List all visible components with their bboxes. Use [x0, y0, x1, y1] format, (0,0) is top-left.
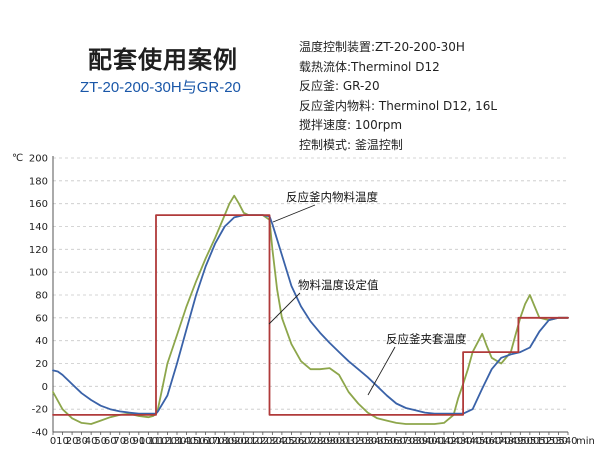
- annotation-leader: [272, 204, 316, 223]
- x-tick-label: 380: [406, 436, 425, 447]
- x-tick-label: 490: [511, 436, 530, 447]
- x-tick-label: 190: [225, 436, 244, 447]
- annotation-label: 反应釜内物料温度: [286, 190, 378, 204]
- x-axis-unit: min: [576, 436, 595, 447]
- x-tick-label: 90: [132, 436, 145, 447]
- x-tick-label: 120: [158, 436, 177, 447]
- x-tick-label: 300: [330, 436, 349, 447]
- annotation-label: 反应釜夹套温度: [386, 332, 467, 346]
- x-tick-label: 40: [85, 436, 98, 447]
- x-tick-label: 420: [444, 436, 463, 447]
- annotation-label: 物料温度设定值: [298, 278, 379, 292]
- x-tick-label: 10: [56, 436, 69, 447]
- spec-item: 控制模式: 釜温控制: [299, 137, 403, 152]
- x-tick-label: 520: [539, 436, 558, 447]
- y-tick-label: 60: [35, 313, 48, 324]
- x-tick-label: 310: [339, 436, 358, 447]
- series-line-0: [52, 214, 569, 416]
- series-line-2: [52, 194, 569, 425]
- x-tick-label: 220: [253, 436, 272, 447]
- x-tick-label: 100: [139, 436, 158, 447]
- x-tick-label: 20: [66, 436, 79, 447]
- x-tick-label: 0: [50, 436, 56, 447]
- x-tick-label: 350: [377, 436, 396, 447]
- x-tick-label: 330: [358, 436, 377, 447]
- x-tick-label: 30: [75, 436, 88, 447]
- x-tick-label: 250: [282, 436, 301, 447]
- x-tick-label: 320: [349, 436, 368, 447]
- x-tick-label: 170: [206, 436, 225, 447]
- x-tick-label: 50: [94, 436, 107, 447]
- x-tick-label: 510: [530, 436, 549, 447]
- y-tick-label: 20: [35, 359, 48, 370]
- y-tick-label: 40: [35, 336, 48, 347]
- spec-item: 反应釜内物料: Therminol D12, 16L: [299, 98, 498, 113]
- page-subtitle: ZT-20-200-30H与GR-20: [80, 79, 241, 96]
- x-tick-label: 130: [167, 436, 186, 447]
- x-tick-label: 230: [263, 436, 282, 447]
- series-group: [52, 194, 569, 425]
- x-tick-label: 60: [104, 436, 117, 447]
- x-tick-label: 160: [196, 436, 215, 447]
- x-tick-label: 260: [291, 436, 310, 447]
- y-tick-label: 0: [42, 382, 48, 393]
- x-tick-label: 240: [272, 436, 291, 447]
- x-tick-label: 500: [520, 436, 539, 447]
- x-tick-label: 200: [234, 436, 253, 447]
- page-title: 配套使用案例: [88, 46, 238, 74]
- x-tick-label: 150: [187, 436, 206, 447]
- y-tick-label: 200: [29, 154, 48, 165]
- x-tick-label: 440: [463, 436, 482, 447]
- y-tick-label: 160: [29, 199, 48, 210]
- x-tick-label: 70: [113, 436, 126, 447]
- annotation-leader: [367, 346, 396, 396]
- x-tick-label: 290: [320, 436, 339, 447]
- y-tick-label: 100: [29, 268, 48, 279]
- y-tick-label: 80: [35, 291, 48, 302]
- x-tick-label: 270: [301, 436, 320, 447]
- x-tick-label: 390: [415, 436, 434, 447]
- x-tick-label: 340: [368, 436, 387, 447]
- x-tick-label: 470: [492, 436, 511, 447]
- x-tick-label: 400: [425, 436, 444, 447]
- x-tick-label: 280: [310, 436, 329, 447]
- spec-list: 温度控制装置:ZT-20-200-30H 载热流体:Therminol D12 …: [299, 38, 497, 156]
- x-tick-label: 460: [482, 436, 501, 447]
- x-tick-label: 110: [148, 436, 167, 447]
- x-tick-label: 140: [177, 436, 196, 447]
- x-tick-label: 430: [454, 436, 473, 447]
- y-tick-label: -20: [32, 405, 48, 416]
- y-axis-unit: ℃: [12, 153, 23, 164]
- x-tick-label: 210: [244, 436, 263, 447]
- x-tick-label: 530: [549, 436, 568, 447]
- x-tick-label: 410: [434, 436, 453, 447]
- y-tick-label: -40: [32, 428, 48, 439]
- y-tick-label: 180: [29, 176, 48, 187]
- x-tick-label: 370: [396, 436, 415, 447]
- x-tick-label: 360: [387, 436, 406, 447]
- annotation-leader: [268, 292, 301, 325]
- y-tick-label: 140: [29, 222, 48, 233]
- spec-item: 载热流体:Therminol D12: [299, 59, 440, 74]
- spec-item: 搅拌速度: 100rpm: [299, 118, 403, 133]
- x-tick-label: 450: [473, 436, 492, 447]
- y-tick-label: 120: [29, 245, 48, 256]
- spec-item: 温度控制装置:ZT-20-200-30H: [299, 40, 465, 54]
- series-line-1: [52, 214, 569, 415]
- x-tick-label: 480: [501, 436, 520, 447]
- x-tick-label: 180: [215, 436, 234, 447]
- x-tick-label: 540: [558, 436, 577, 447]
- spec-item: 反应釜: GR-20: [299, 79, 380, 94]
- x-tick-label: 80: [123, 436, 136, 447]
